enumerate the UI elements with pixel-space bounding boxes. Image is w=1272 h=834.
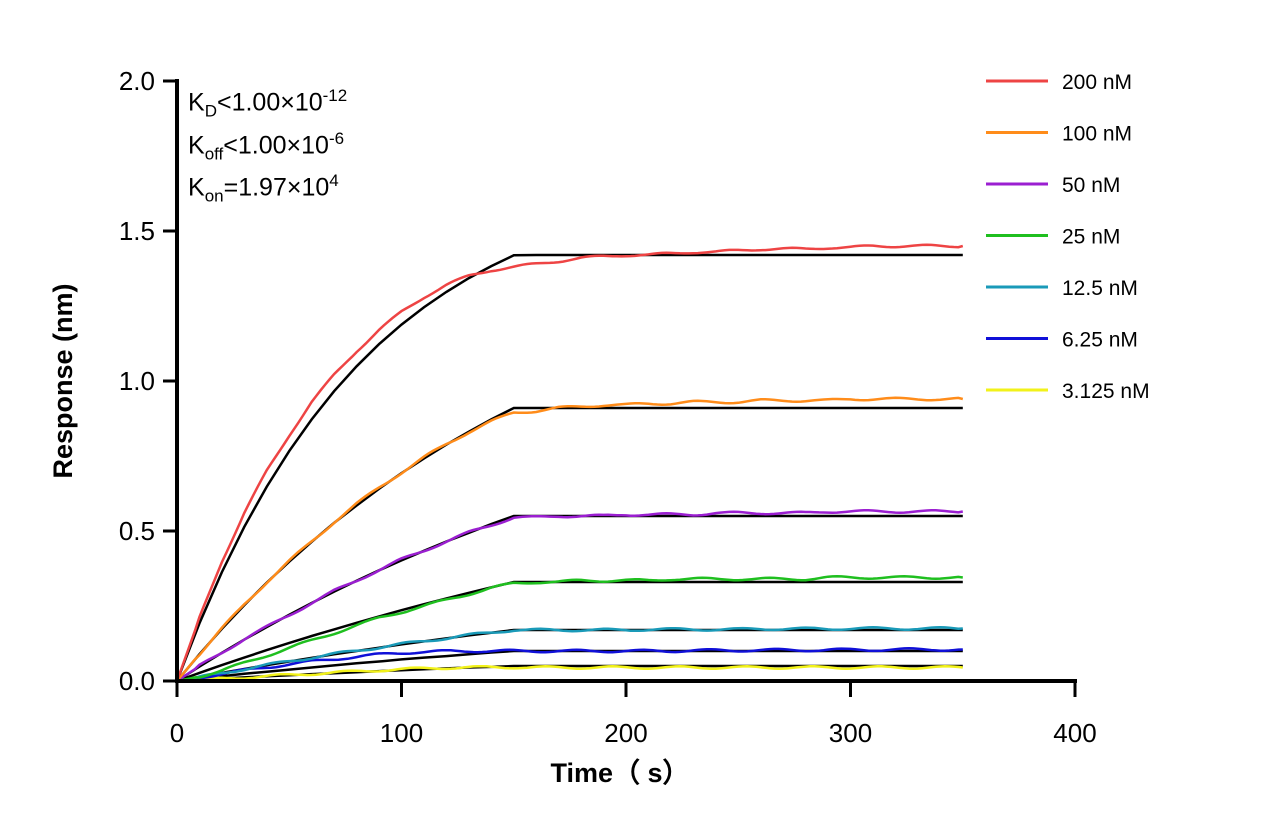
- x-ticks: 0 100 200 300 400: [170, 681, 1097, 748]
- x-tick-label: 100: [380, 718, 423, 748]
- measured-curve-50-nM: [176, 509, 964, 683]
- measured-curve-3.125-nM: [176, 664, 963, 683]
- x-tick-label: 0: [170, 718, 184, 748]
- x-tick-label: 400: [1053, 718, 1096, 748]
- legend-label: 12.5 nM: [1062, 277, 1138, 300]
- kd-annotation: KD<1.00×10-12: [188, 86, 348, 121]
- measured-curve-200-nM: [175, 243, 964, 682]
- kon-annotation: Kon=1.97×104: [188, 171, 339, 206]
- x-tick-label: 300: [829, 718, 872, 748]
- y-tick-label: 1.0: [119, 366, 155, 396]
- measured-curves: [175, 243, 964, 683]
- legend-label: 100 nM: [1062, 123, 1132, 146]
- y-axis-title: Response (nm): [48, 283, 78, 478]
- y-tick-label: 0.0: [119, 666, 155, 696]
- legend-label: 25 nM: [1062, 226, 1120, 249]
- y-tick-label: 1.5: [119, 216, 155, 246]
- legend-label: 50 nM: [1062, 174, 1120, 197]
- koff-annotation: Koff<1.00×10-6: [188, 129, 345, 164]
- measured-curve-12.5-nM: [176, 626, 963, 683]
- legend: 200 nM 100 nM 50 nM 25 nM 12.5 nM 6.25 nM 3.12…: [986, 71, 1150, 403]
- legend-label: 3.125 nM: [1062, 380, 1150, 403]
- y-tick-label: 0.5: [119, 516, 155, 546]
- fit-curve-25-nM: [176, 580, 963, 683]
- y-tick-label: 2.0: [119, 66, 155, 96]
- fit-curve-200-nM: [175, 253, 963, 682]
- x-axis-title: Time（ s）: [550, 758, 689, 788]
- measured-curve-25-nM: [176, 575, 963, 683]
- x-tick-label: 200: [604, 718, 647, 748]
- fit-curve-50-nM: [176, 514, 963, 683]
- measured-curve-100-nM: [176, 396, 964, 682]
- legend-label: 200 nM: [1062, 71, 1132, 94]
- fit-curves: [175, 253, 963, 683]
- y-ticks: 0.0 0.5 1.0 1.5 2.0: [119, 66, 177, 696]
- measured-curve-6.25-nM: [176, 647, 963, 683]
- legend-label: 6.25 nM: [1062, 329, 1138, 352]
